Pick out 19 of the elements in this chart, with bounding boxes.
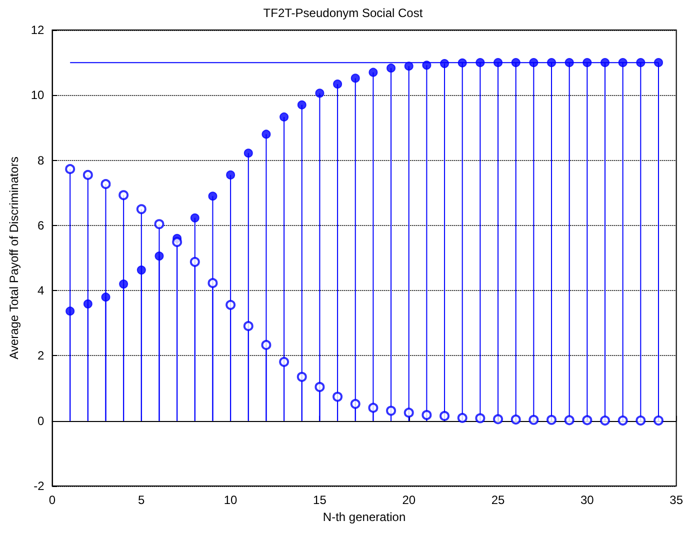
x-tick-label: 5 [138, 493, 146, 507]
x-tick-label: 0 [48, 493, 56, 507]
x-tick-label: 15 [313, 493, 327, 507]
x-tick-label: 30 [580, 493, 594, 507]
y-tick-label: 6 [38, 218, 45, 232]
x-tick-label: 20 [402, 493, 416, 507]
x-tick-label: 10 [224, 493, 238, 507]
y-axis-title: Average Total Payoff of Discriminators [7, 156, 21, 360]
y-tick-label: 10 [30, 88, 45, 102]
x-tick-label: 35 [670, 493, 684, 507]
chart-title: TF2T-Pseudonym Social Cost [263, 6, 424, 20]
x-axis-title: N-th generation [322, 510, 406, 524]
x-tick-label: 25 [491, 493, 506, 507]
y-tick-label: 8 [38, 153, 45, 168]
y-tick-label: 4 [38, 284, 45, 298]
y-tick-label: 0 [38, 414, 45, 428]
y-tick-label: -2 [34, 479, 45, 493]
y-tick-label: 2 [38, 348, 45, 363]
y-tick-label: 12 [30, 23, 45, 37]
